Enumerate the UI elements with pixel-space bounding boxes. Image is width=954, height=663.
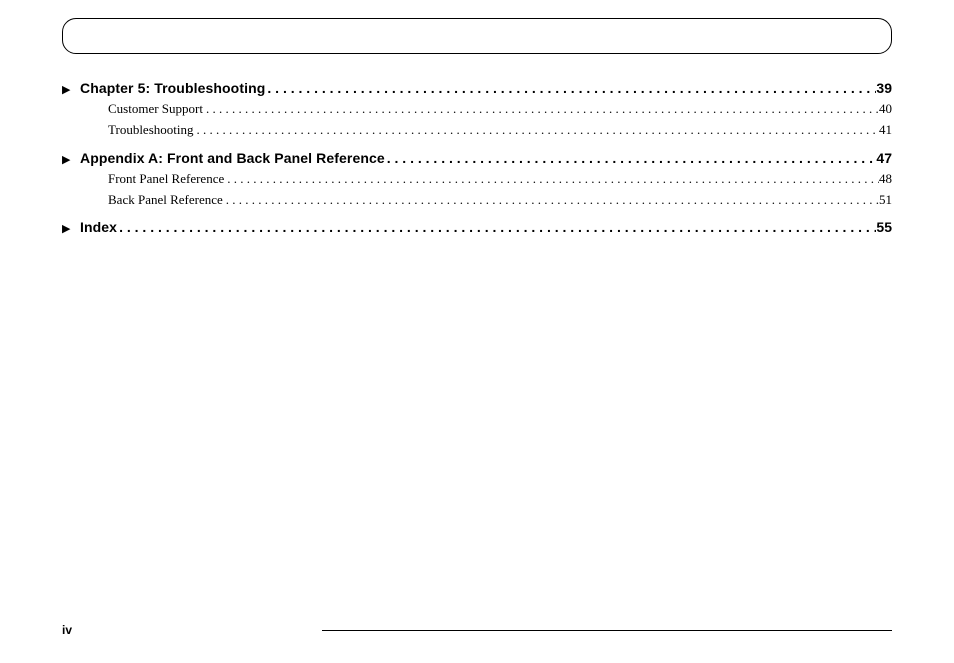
- toc-sub-row[interactable]: Front Panel Reference 48: [108, 170, 892, 189]
- disclosure-triangle-icon: ▶: [62, 153, 80, 166]
- toc-sub-row[interactable]: Troubleshooting 41: [108, 121, 892, 140]
- toc-section-page: 39: [876, 80, 892, 96]
- page-folio: iv: [62, 623, 322, 637]
- toc-section-row[interactable]: ▶ Index 55: [62, 219, 892, 235]
- toc-sub-page: 40: [879, 100, 892, 119]
- toc-leader: [203, 100, 879, 119]
- page-footer: iv: [62, 623, 892, 637]
- toc-leader: [224, 170, 879, 189]
- toc-sub-title: Customer Support: [108, 100, 203, 119]
- toc-sub-list: Front Panel Reference 48 Back Panel Refe…: [62, 170, 892, 210]
- toc-leader: [193, 121, 879, 140]
- disclosure-triangle-icon: ▶: [62, 83, 80, 96]
- toc-sub-page: 48: [879, 170, 892, 189]
- toc-sub-page: 51: [879, 191, 892, 210]
- toc-sub-page: 41: [879, 121, 892, 140]
- toc-section-title: Appendix A: Front and Back Panel Referen…: [80, 150, 385, 166]
- footer-rule: [322, 630, 892, 631]
- toc-sub-title: Back Panel Reference: [108, 191, 223, 210]
- toc-section-title: Chapter 5: Troubleshooting: [80, 80, 265, 96]
- disclosure-triangle-icon: ▶: [62, 222, 80, 235]
- toc-sub-title: Front Panel Reference: [108, 170, 224, 189]
- toc-leader: [223, 191, 879, 210]
- toc-leader: [117, 219, 876, 235]
- table-of-contents: ▶ Chapter 5: Troubleshooting 39 Customer…: [62, 80, 892, 235]
- header-box: [62, 18, 892, 54]
- toc-sub-list: Customer Support 40 Troubleshooting 41: [62, 100, 892, 140]
- page: ▶ Chapter 5: Troubleshooting 39 Customer…: [0, 0, 954, 663]
- toc-sub-title: Troubleshooting: [108, 121, 193, 140]
- toc-sub-row[interactable]: Back Panel Reference 51: [108, 191, 892, 210]
- toc-section-title: Index: [80, 219, 117, 235]
- toc-section-page: 55: [876, 219, 892, 235]
- toc-section-row[interactable]: ▶ Appendix A: Front and Back Panel Refer…: [62, 150, 892, 166]
- toc-leader: [265, 80, 876, 96]
- toc-section-row[interactable]: ▶ Chapter 5: Troubleshooting 39: [62, 80, 892, 96]
- toc-section-page: 47: [876, 150, 892, 166]
- toc-sub-row[interactable]: Customer Support 40: [108, 100, 892, 119]
- toc-leader: [385, 150, 877, 166]
